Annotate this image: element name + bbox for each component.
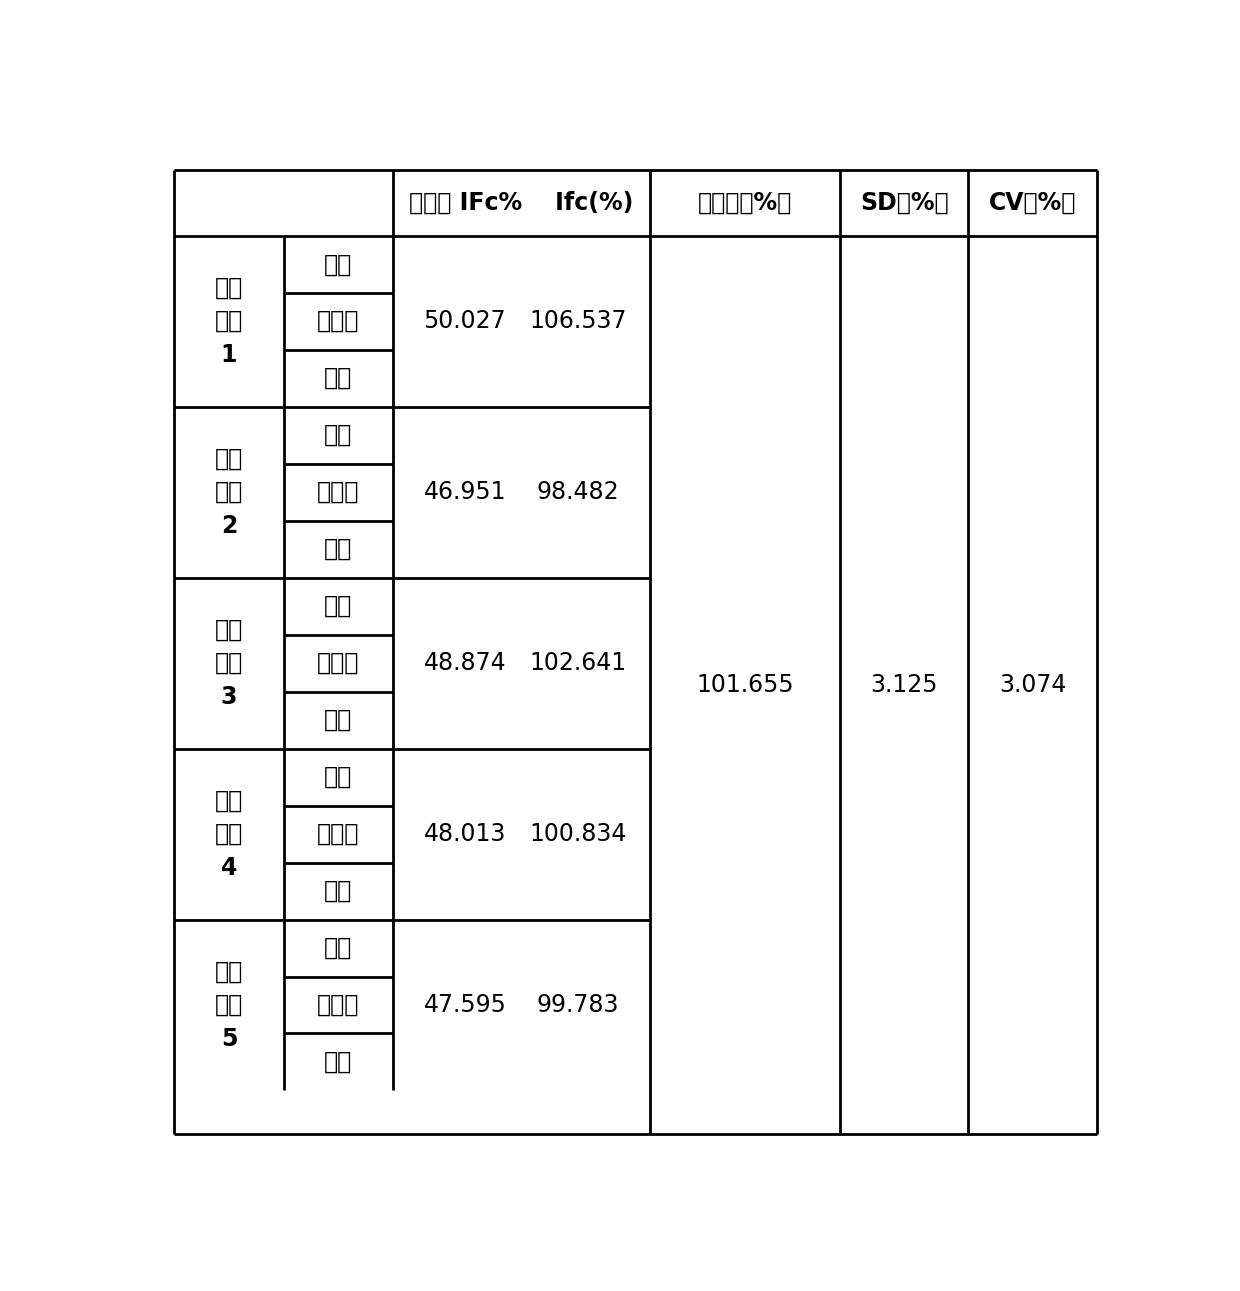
Text: 98.482: 98.482: [537, 480, 619, 505]
Text: 101.655: 101.655: [696, 673, 794, 697]
Text: 标准品: 标准品: [317, 822, 360, 846]
Text: 空白: 空白: [324, 252, 352, 276]
Text: 标准品: 标准品: [317, 993, 360, 1017]
Text: 46.951: 46.951: [424, 480, 506, 505]
Text: 空白: 空白: [324, 423, 352, 447]
Text: 平行
试验
3: 平行 试验 3: [215, 617, 243, 709]
Text: 48.013: 48.013: [424, 822, 506, 846]
Text: 平行
试验
5: 平行 试验 5: [215, 959, 243, 1051]
Text: 样品: 样品: [324, 537, 352, 562]
Text: 平行
试验
4: 平行 试验 4: [215, 789, 243, 879]
Text: 标准品: 标准品: [317, 310, 360, 333]
Text: 样品: 样品: [324, 879, 352, 902]
Text: 标准品: 标准品: [317, 651, 360, 675]
Text: 空白: 空白: [324, 936, 352, 961]
Text: 平行
试验
1: 平行 试验 1: [215, 276, 243, 367]
Text: 空白: 空白: [324, 594, 352, 618]
Text: 质控品 IFc%    Ifc(%): 质控品 IFc% Ifc(%): [409, 191, 634, 216]
Text: 平行
试验
2: 平行 试验 2: [215, 447, 243, 537]
Text: 样品: 样品: [324, 707, 352, 732]
Text: 100.834: 100.834: [529, 822, 626, 846]
Text: 空白: 空白: [324, 766, 352, 789]
Text: 样品: 样品: [324, 1050, 352, 1074]
Text: 47.595: 47.595: [424, 993, 506, 1017]
Text: 50.027: 50.027: [424, 310, 506, 333]
Text: 99.783: 99.783: [537, 993, 619, 1017]
Text: 48.874: 48.874: [424, 651, 506, 675]
Text: 平均值（%）: 平均值（%）: [698, 191, 792, 216]
Text: 3.074: 3.074: [998, 673, 1066, 697]
Text: 标准品: 标准品: [317, 480, 360, 505]
Text: 3.125: 3.125: [870, 673, 937, 697]
Text: 106.537: 106.537: [529, 310, 626, 333]
Text: SD（%）: SD（%）: [859, 191, 949, 216]
Text: 102.641: 102.641: [529, 651, 626, 675]
Text: CV（%）: CV（%）: [988, 191, 1076, 216]
Text: 样品: 样品: [324, 367, 352, 390]
